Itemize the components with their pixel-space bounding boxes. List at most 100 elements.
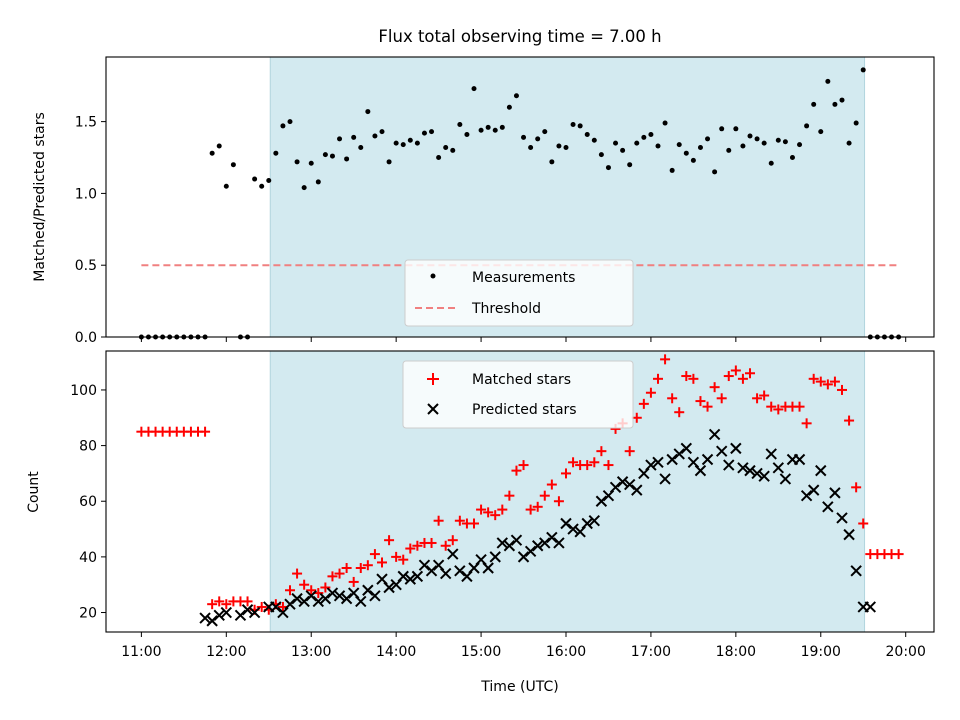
matched-star-point-63 <box>582 460 593 471</box>
matched-star-point-89 <box>766 401 777 412</box>
xtick-label-1: 12:00 <box>206 644 246 660</box>
measurement-point-96 <box>818 129 824 135</box>
matched-star-point-84 <box>730 365 741 376</box>
predicted-star-point-90 <box>850 565 862 577</box>
predicted-star-point-65 <box>673 448 685 460</box>
predicted-star-point-62 <box>652 456 664 468</box>
predicted-star-point-47 <box>546 531 558 544</box>
matched-star-point-54 <box>518 460 529 471</box>
predicted-star-point-77 <box>758 470 770 482</box>
matched-star-point-96 <box>815 376 826 387</box>
measurement-point-19 <box>273 150 279 156</box>
matched-star-point-22 <box>292 568 303 579</box>
matched-star-point-15 <box>242 596 253 607</box>
predicted-star-point-64 <box>666 453 678 466</box>
matched-star-point-75 <box>667 393 678 404</box>
predicted-star-point-88 <box>836 512 848 524</box>
matched-star-point-77 <box>681 371 692 382</box>
matched-star-point-99 <box>837 384 847 395</box>
measurement-point-10 <box>209 150 215 156</box>
matched-star-point-88 <box>759 390 770 401</box>
measurement-point-41 <box>429 129 435 135</box>
predicted-star-point-63 <box>659 473 671 485</box>
measurement-point-51 <box>499 124 505 130</box>
measurement-point-77 <box>683 150 689 156</box>
measurement-point-20 <box>280 123 286 129</box>
chart-title: Flux total observing time = 7.00 h <box>378 27 661 46</box>
bottom-y-axis-label: Count <box>26 471 42 513</box>
measurement-point-32 <box>365 109 371 115</box>
measurement-point-71 <box>641 134 647 140</box>
measurement-point-101 <box>853 120 859 126</box>
measurement-point-34 <box>379 129 385 135</box>
measurement-point-89 <box>768 160 774 166</box>
measurement-point-55 <box>528 144 534 150</box>
matched-star-point-72 <box>645 387 656 398</box>
predicted-star-point-16 <box>326 587 339 599</box>
measurement-point-21 <box>287 119 293 125</box>
measurement-point-70 <box>634 140 640 146</box>
predicted-star-point-21 <box>362 584 374 596</box>
predicted-star-point-17 <box>333 590 346 602</box>
predicted-star-point-73 <box>730 442 742 455</box>
measurement-point-76 <box>676 142 682 148</box>
matched-star-point-29 <box>341 563 352 574</box>
matched-star-point-44 <box>447 535 458 546</box>
xtick-label-3: 14:00 <box>376 644 416 660</box>
predicted-star-point-20 <box>355 595 367 608</box>
matched-star-point-33 <box>369 549 380 560</box>
top-y-axis-label: Matched/Predicted stars <box>32 112 48 282</box>
xtick-label-0: 11:00 <box>121 644 161 660</box>
measurement-point-48 <box>478 127 484 133</box>
matched-star-point-83 <box>723 371 734 382</box>
matched-star-point-43 <box>440 540 451 551</box>
predicted-star-point-0 <box>199 612 211 624</box>
measurement-point-90 <box>775 137 781 143</box>
matched-star-point-101 <box>851 482 862 493</box>
predicted-star-point-82 <box>793 453 806 466</box>
matched-star-point-12 <box>221 599 232 610</box>
predicted-star-point-59 <box>631 484 643 496</box>
predicted-star-point-86 <box>822 501 834 513</box>
matched-star-point-87 <box>752 393 763 404</box>
predicted-star-point-66 <box>680 442 693 455</box>
measurement-point-25 <box>315 179 321 185</box>
measurement-point-44 <box>450 147 456 153</box>
predicted-star-point-22 <box>369 590 381 602</box>
legend-predicted-marker <box>427 403 439 415</box>
predicted-star-point-56 <box>609 481 622 494</box>
predicted-star-point-40 <box>496 537 509 549</box>
predicted-star-point-24 <box>383 581 395 594</box>
measurement-point-74 <box>662 120 668 126</box>
measurement-point-38 <box>407 137 413 143</box>
predicted-star-point-26 <box>397 570 409 583</box>
predicted-star-point-48 <box>553 537 565 549</box>
matched-star-point-10 <box>207 599 218 610</box>
bottom-ytick-label-0: 20 <box>79 606 97 622</box>
matched-star-point-65 <box>596 446 607 457</box>
xtick-label-7: 18:00 <box>716 644 756 660</box>
matched-star-point-35 <box>384 535 395 546</box>
measurement-point-72 <box>648 132 654 138</box>
matched-star-point-85 <box>737 373 748 384</box>
predicted-star-point-85 <box>815 464 827 477</box>
measurement-point-66 <box>605 165 611 171</box>
matched-star-point-61 <box>568 457 579 468</box>
matched-star-point-82 <box>716 393 727 404</box>
bottom-ytick-label-4: 100 <box>70 383 97 399</box>
predicted-star-point-84 <box>807 484 820 496</box>
top-panel-frame <box>105 56 935 338</box>
predicted-star-point-10 <box>284 598 296 610</box>
matched-star-point-66 <box>603 460 614 471</box>
matched-star-point-90 <box>773 404 784 415</box>
predicted-star-point-71 <box>715 445 728 457</box>
matched-star-point-41 <box>426 537 437 548</box>
matched-star-point-23 <box>299 579 310 590</box>
measurement-point-47 <box>471 86 477 92</box>
bottom-ytick-label-1: 40 <box>79 550 97 566</box>
predicted-star-point-12 <box>298 595 310 608</box>
predicted-star-point-13 <box>305 590 317 602</box>
predicted-star-point-29 <box>418 559 431 571</box>
measurement-point-60 <box>563 144 569 150</box>
measurement-point-56 <box>535 136 541 142</box>
